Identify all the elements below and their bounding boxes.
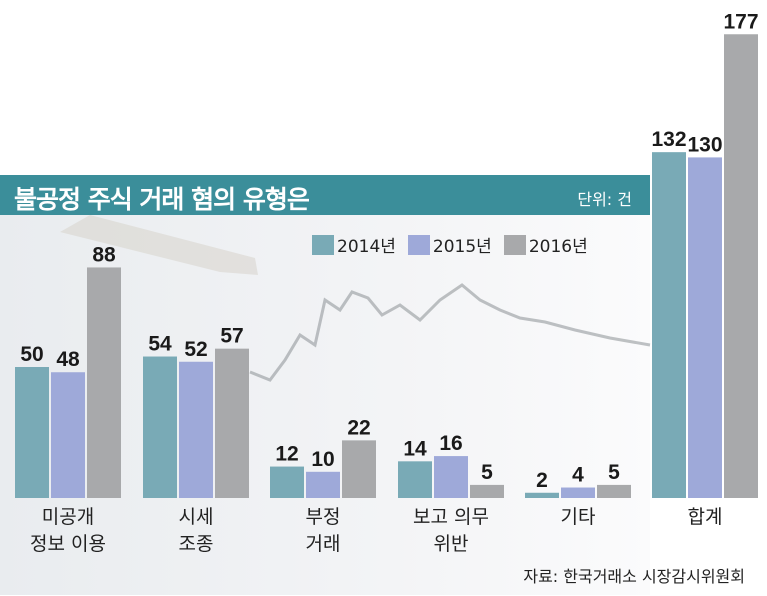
legend-swatch-2015 bbox=[407, 234, 430, 255]
bar-2016년-0 bbox=[87, 267, 121, 498]
bar-2015년-2 bbox=[306, 471, 340, 498]
data-label-2015년-1: 52 bbox=[184, 338, 207, 361]
data-label-2015년-4: 4 bbox=[572, 464, 584, 487]
category-label-line: 조종 bbox=[178, 533, 214, 555]
category-label-line: 정보 이용 bbox=[30, 533, 106, 555]
category-label-line: 기타 bbox=[560, 506, 596, 528]
unit-label: 단위: 건 bbox=[577, 190, 632, 209]
category-label-line: 위반 bbox=[433, 533, 469, 555]
data-label-2014년-5: 132 bbox=[651, 128, 686, 151]
source-note: 자료: 한국거래소 시장감시위원회 bbox=[523, 567, 745, 586]
legend-label-2015: 2015년 bbox=[432, 237, 492, 257]
data-label-2015년-0: 48 bbox=[56, 348, 80, 371]
stock-line-decoration bbox=[249, 283, 651, 382]
category-label-line: 보고 의무 bbox=[413, 506, 489, 528]
bar-2014년-0 bbox=[15, 367, 49, 498]
bar-2015년-0 bbox=[51, 372, 85, 498]
data-label-2015년-3: 16 bbox=[439, 432, 462, 455]
category-label-line: 거래 bbox=[305, 533, 341, 555]
data-label-2015년-2: 10 bbox=[311, 448, 334, 471]
data-label-2016년-0: 88 bbox=[92, 243, 116, 266]
bar-2014년-1 bbox=[143, 356, 177, 498]
bar-2015년-4 bbox=[561, 487, 595, 498]
bar-2016년-3 bbox=[470, 484, 504, 498]
legend-item-2015: 2015년 bbox=[407, 232, 492, 257]
legend-label-2016: 2016년 bbox=[528, 237, 588, 257]
title-bar: 불공정 주식 거래 혐의 유형은 단위: 건 bbox=[0, 175, 650, 215]
chart-title: 불공정 주식 거래 혐의 유형은 bbox=[14, 185, 310, 214]
data-label-2014년-1: 54 bbox=[148, 333, 172, 356]
data-label-2016년-5: 177 bbox=[723, 10, 758, 33]
category-label-line: 시세 bbox=[178, 506, 214, 528]
data-label-2016년-3: 5 bbox=[481, 461, 493, 484]
bar-2016년-2 bbox=[342, 440, 376, 498]
pencil-decoration bbox=[60, 215, 258, 275]
bar-2014년-3 bbox=[398, 461, 432, 498]
data-label-2014년-4: 2 bbox=[536, 469, 548, 492]
legend-item-2014: 2014년 bbox=[312, 232, 396, 257]
legend-swatch-2016 bbox=[503, 234, 526, 255]
bar-2016년-4 bbox=[597, 484, 631, 498]
data-label-2015년-5: 130 bbox=[687, 133, 722, 156]
category-label-line: 미공개 bbox=[41, 506, 95, 528]
bar-2015년-5 bbox=[688, 157, 722, 498]
data-label-2014년-3: 14 bbox=[403, 437, 427, 460]
bar-2014년-2 bbox=[270, 466, 304, 498]
category-label-line: 부정 bbox=[305, 506, 341, 528]
legend-item-2016: 2016년 bbox=[503, 232, 588, 257]
data-label-2014년-0: 50 bbox=[20, 343, 43, 366]
bar-2016년-5 bbox=[724, 34, 758, 498]
bar-2015년-3 bbox=[434, 456, 468, 498]
bar-2015년-1 bbox=[179, 361, 213, 498]
legend: 2014년 2015년 2016년 bbox=[312, 232, 588, 257]
bar-2016년-1 bbox=[215, 348, 249, 498]
data-label-2016년-4: 5 bbox=[608, 461, 620, 484]
legend-label-2014: 2014년 bbox=[337, 237, 396, 257]
data-label-2016년-2: 22 bbox=[347, 416, 370, 439]
data-label-2014년-2: 12 bbox=[275, 443, 298, 466]
category-label-5: 합계 bbox=[688, 504, 723, 531]
bar-2014년-4 bbox=[525, 492, 559, 498]
bar-2014년-5 bbox=[652, 152, 686, 498]
category-label-4: 기타 bbox=[561, 504, 596, 531]
data-label-2016년-1: 57 bbox=[220, 325, 243, 348]
category-label-line: 합계 bbox=[687, 506, 723, 528]
legend-swatch-2014 bbox=[312, 234, 334, 255]
